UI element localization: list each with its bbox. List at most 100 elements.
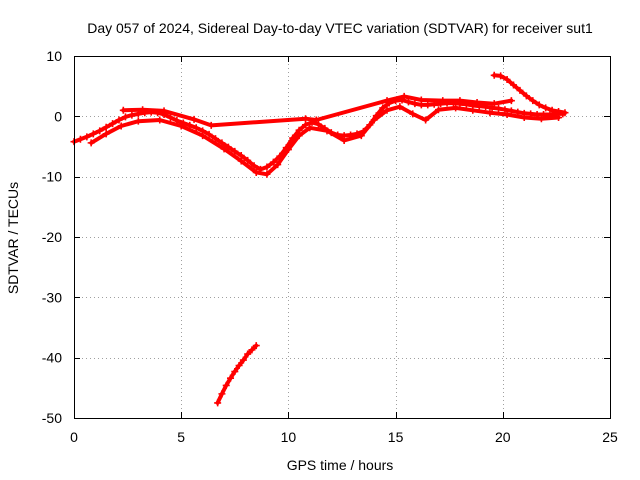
data-point: [537, 115, 545, 123]
data-point: [456, 97, 464, 105]
data-point: [302, 115, 310, 123]
data-point: [529, 97, 537, 105]
data-point: [134, 117, 142, 125]
data-point: [190, 115, 198, 123]
data-point: [555, 108, 563, 116]
data-point: [535, 101, 543, 109]
data-point: [117, 122, 125, 130]
x-tick-label: 25: [602, 429, 618, 445]
data-point: [227, 374, 235, 382]
data-point: [340, 136, 348, 144]
data-point: [121, 113, 129, 121]
data-point: [306, 124, 314, 132]
data-point: [516, 86, 524, 94]
data-point: [205, 130, 213, 138]
sdtvar-outlier-track-line: [215, 343, 259, 405]
data-point: [76, 135, 84, 143]
data-point: [128, 111, 136, 119]
data-point: [503, 111, 511, 119]
y-axis-label: SDTVAR / TECUs: [5, 182, 21, 294]
data-point: [224, 143, 232, 151]
y-tick-label: -10: [42, 169, 62, 185]
data-point: [96, 127, 104, 135]
data-point: [220, 145, 228, 153]
grid: [74, 56, 610, 418]
data-point: [119, 106, 127, 114]
data-point: [231, 147, 239, 155]
data-point: [102, 123, 110, 131]
data-point: [495, 104, 503, 112]
data-point: [222, 381, 230, 389]
x-tick-label: 15: [388, 429, 404, 445]
data-point: [548, 106, 556, 114]
data-point: [207, 121, 215, 129]
data-point: [383, 97, 391, 105]
data-point: [214, 399, 222, 407]
x-axis-label: GPS time / hours: [287, 457, 394, 473]
y-tick-label: 0: [54, 108, 62, 124]
data-point: [490, 71, 498, 79]
data-point: [503, 76, 511, 84]
data-point: [507, 97, 515, 105]
data-point: [501, 106, 509, 114]
sdtvar-upper-band: [119, 92, 515, 129]
data-point: [497, 72, 505, 80]
data-point: [89, 130, 97, 138]
x-tick-label: 5: [177, 429, 185, 445]
data-point: [510, 81, 518, 89]
data-point: [357, 132, 365, 140]
y-tick-label: -50: [42, 410, 62, 426]
data-point: [452, 104, 460, 112]
sdtvar-lower-band: [87, 103, 563, 178]
data-point: [109, 120, 117, 128]
data-point: [212, 135, 220, 143]
data-point: [473, 98, 481, 106]
x-tick-label: 20: [495, 429, 511, 445]
data-point: [115, 116, 123, 124]
x-tick-label: 0: [70, 429, 78, 445]
data-point: [295, 132, 303, 140]
data-point: [434, 106, 442, 114]
data-point: [239, 356, 247, 364]
data-series: [70, 71, 569, 407]
data-point: [542, 104, 550, 112]
data-point: [166, 114, 174, 122]
data-point: [284, 146, 292, 154]
data-point: [263, 163, 271, 171]
data-point: [177, 122, 185, 130]
data-point: [231, 368, 239, 376]
y-tick-label: -20: [42, 229, 62, 245]
y-tick-label: -40: [42, 350, 62, 366]
y-tick-label: 10: [46, 48, 62, 64]
chart-title: Day 057 of 2024, Sidereal Day-to-day VTE…: [87, 20, 593, 36]
data-point: [383, 106, 391, 114]
data-point: [370, 116, 378, 124]
data-point: [244, 350, 252, 358]
data-point: [250, 162, 258, 170]
y-tick-label: -30: [42, 289, 62, 305]
data-point: [235, 362, 243, 370]
data-point: [404, 98, 412, 106]
data-point: [269, 158, 277, 166]
data-point: [199, 132, 207, 140]
data-point: [314, 120, 322, 128]
data-point: [156, 116, 164, 124]
data-point: [263, 170, 271, 178]
axis-ticks: 0 5 10 15 20 25 -50 -40 -30 -20 -10 0 10: [42, 48, 618, 445]
sdtvar-main: [70, 96, 567, 173]
data-point: [139, 106, 147, 114]
data-point: [312, 116, 320, 124]
data-point: [555, 114, 563, 122]
sdtvar-high-arc: [490, 71, 569, 117]
data-point: [561, 109, 569, 117]
data-point: [302, 121, 310, 129]
data-point: [409, 110, 417, 118]
data-point: [486, 109, 494, 117]
data-point: [274, 161, 282, 169]
data-point: [379, 104, 387, 112]
data-point: [192, 124, 200, 132]
data-point: [102, 130, 110, 138]
x-tick-label: 10: [281, 429, 297, 445]
data-point: [237, 157, 245, 165]
